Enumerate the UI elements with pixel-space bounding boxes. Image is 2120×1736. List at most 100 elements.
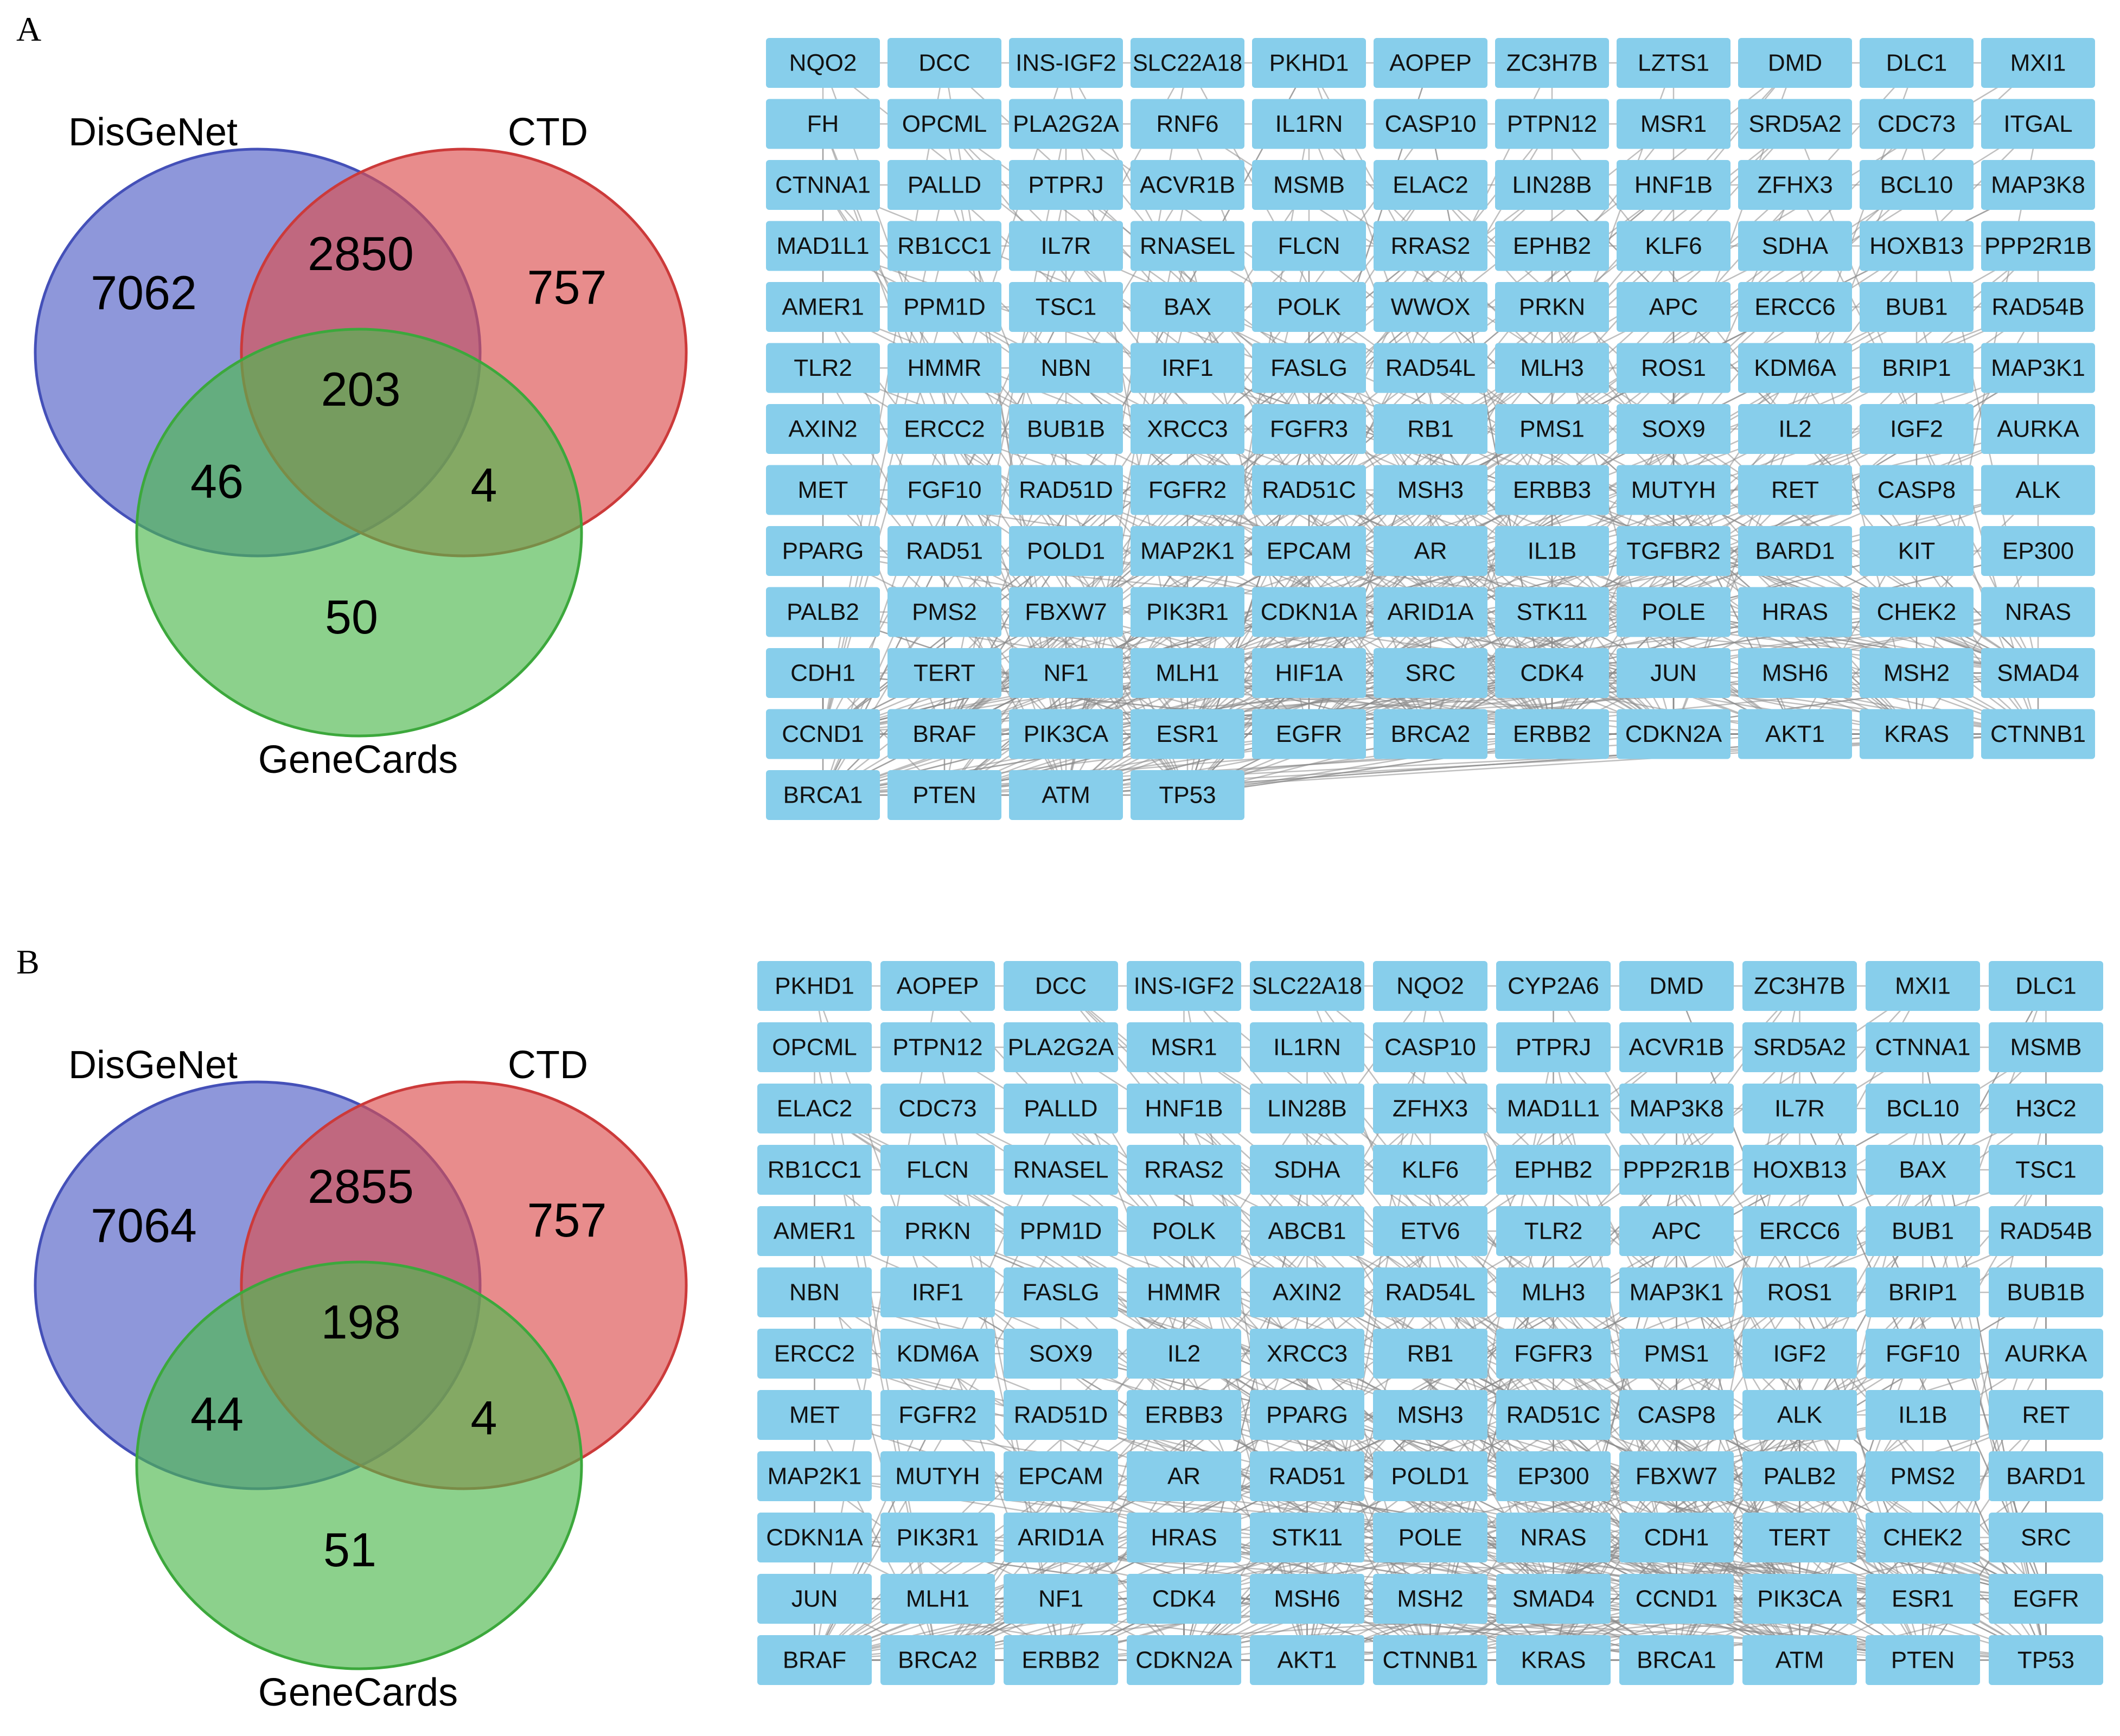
gene-node-label: MSMB — [1273, 172, 1345, 198]
gene-node-box — [1496, 1513, 1611, 1562]
gene-node: PIK3R1 — [880, 1513, 995, 1562]
gene-node-box — [1495, 160, 1609, 210]
gene-node: BUB1 — [1866, 1206, 1980, 1256]
gene-node-label: MSH2 — [1397, 1586, 1463, 1612]
gene-node: SRD5A2 — [1738, 99, 1852, 149]
gene-node-box — [1619, 1145, 1734, 1195]
gene-node-box — [1009, 526, 1123, 576]
gene-node-label: STK11 — [1516, 599, 1587, 625]
gene-node: PLA2G2A — [1009, 99, 1123, 149]
gene-node: PPARG — [1250, 1390, 1364, 1440]
gene-node-box — [1127, 1145, 1241, 1195]
gene-node: ESR1 — [1866, 1574, 1980, 1624]
gene-node-label: SDHA — [1762, 233, 1829, 259]
gene-node-box — [1989, 1329, 2103, 1379]
gene-node-label: SLC22A18 — [1252, 973, 1362, 1000]
gene-node: CASP8 — [1619, 1390, 1734, 1440]
gene-node-box — [1617, 221, 1731, 271]
gene-node-label: AOPEP — [1389, 50, 1472, 76]
gene-node-box — [1009, 587, 1123, 637]
gene-node: NBN — [757, 1267, 872, 1317]
gene-node: IL2 — [1127, 1329, 1241, 1379]
gene-node-box — [1866, 1329, 1980, 1379]
gene-node: MAP3K8 — [1619, 1084, 1734, 1133]
gene-node-label: PRKN — [904, 1218, 970, 1245]
gene-node-label: BRIP1 — [1888, 1279, 1957, 1306]
gene-node-label: ARID1A — [1388, 599, 1474, 625]
gene-node-box — [1981, 221, 2095, 271]
gene-node: KDM6A — [880, 1329, 995, 1379]
gene-node-box — [1738, 343, 1852, 393]
gene-node-box — [757, 1390, 872, 1440]
gene-node: RAD51 — [887, 526, 1001, 576]
gene-node: MSMB — [1252, 160, 1366, 210]
gene-node-label: TSC1 — [1036, 294, 1096, 321]
gene-node-box — [1131, 160, 1244, 210]
gene-node-box — [1738, 160, 1852, 210]
gene-node-label: BCL10 — [1880, 172, 1953, 198]
gene-node-box — [1866, 961, 1980, 1011]
gene-node: KLF6 — [1617, 221, 1731, 271]
gene-node-box — [1004, 1022, 1118, 1072]
gene-node-label: ROS1 — [1641, 355, 1706, 381]
gene-node-box — [1617, 587, 1731, 637]
gene-node-label: KRAS — [1521, 1647, 1586, 1674]
gene-node-box — [1989, 1451, 2103, 1501]
gene-node-label: PPARG — [1266, 1402, 1348, 1428]
gene-node-box — [1250, 961, 1364, 1011]
gene-node: SRC — [1989, 1513, 2103, 1562]
gene-node: MSH2 — [1373, 1574, 1487, 1624]
gene-node-box — [887, 99, 1001, 149]
gene-node: ERBB3 — [1495, 465, 1609, 515]
gene-node-label: CDKN2A — [1625, 721, 1722, 747]
gene-node-label: RAD51C — [1506, 1402, 1601, 1428]
gene-node: EP300 — [1496, 1451, 1611, 1501]
gene-node-box — [1252, 465, 1366, 515]
gene-node-box — [1619, 1513, 1734, 1562]
gene-node-box — [766, 770, 880, 820]
gene-node-box — [1004, 961, 1118, 1011]
panel-a: A DisGeNet CTD GeneCards 7062 757 50 285… — [16, 10, 2095, 820]
gene-node-label: ESR1 — [1892, 1586, 1954, 1612]
gene-node-label: PTEN — [912, 782, 976, 809]
panel-a-label: A — [16, 10, 41, 48]
gene-node-box — [1373, 1574, 1487, 1624]
gene-node: CTNNB1 — [1373, 1635, 1487, 1685]
gene-node: PLA2G2A — [1004, 1022, 1118, 1072]
gene-node-box — [1004, 1451, 1118, 1501]
gene-node-label: H3C2 — [2015, 1096, 2077, 1122]
gene-node-label: ERBB2 — [1021, 1647, 1100, 1674]
gene-node-box — [757, 1267, 872, 1317]
gene-node-box — [1131, 709, 1244, 759]
gene-node-box — [1252, 38, 1366, 88]
gene-node: RAD51 — [1250, 1451, 1364, 1501]
gene-node-box — [1860, 587, 1974, 637]
gene-node-label: MSH2 — [1883, 660, 1950, 687]
gene-node-label: TP53 — [2017, 1647, 2074, 1674]
gene-node-label: MSH3 — [1397, 1402, 1463, 1428]
gene-node: TGFBR2 — [1617, 526, 1731, 576]
gene-node-box — [1496, 1635, 1611, 1685]
gene-node: ESR1 — [1131, 709, 1244, 759]
gene-node-label: TLR2 — [1524, 1218, 1583, 1245]
gene-node-label: IRF1 — [912, 1279, 963, 1306]
gene-node-label: EPHB2 — [1514, 1157, 1592, 1183]
gene-node-label: BRCA1 — [783, 782, 863, 809]
gene-node-box — [1742, 961, 1857, 1011]
gene-node-box — [1738, 587, 1852, 637]
gene-node-box — [1374, 343, 1487, 393]
gene-node-box — [1496, 1084, 1611, 1133]
gene-node-label: BRIP1 — [1882, 355, 1951, 381]
gene-node-label: CDK4 — [1520, 660, 1583, 687]
gene-node: SLC22A18 — [1250, 961, 1364, 1011]
gene-node: PIK3CA — [1742, 1574, 1857, 1624]
gene-node: BRCA1 — [1619, 1635, 1734, 1685]
gene-node-box — [880, 1206, 995, 1256]
gene-node: ROS1 — [1742, 1267, 1857, 1317]
gene-node: PPP2R1B — [1981, 221, 2095, 271]
gene-node: CASP8 — [1860, 465, 1974, 515]
venn-b-count-all-three: 198 — [321, 1295, 401, 1349]
gene-node: BRCA1 — [766, 770, 880, 820]
gene-node-box — [1252, 282, 1366, 332]
gene-node: NRAS — [1496, 1513, 1611, 1562]
